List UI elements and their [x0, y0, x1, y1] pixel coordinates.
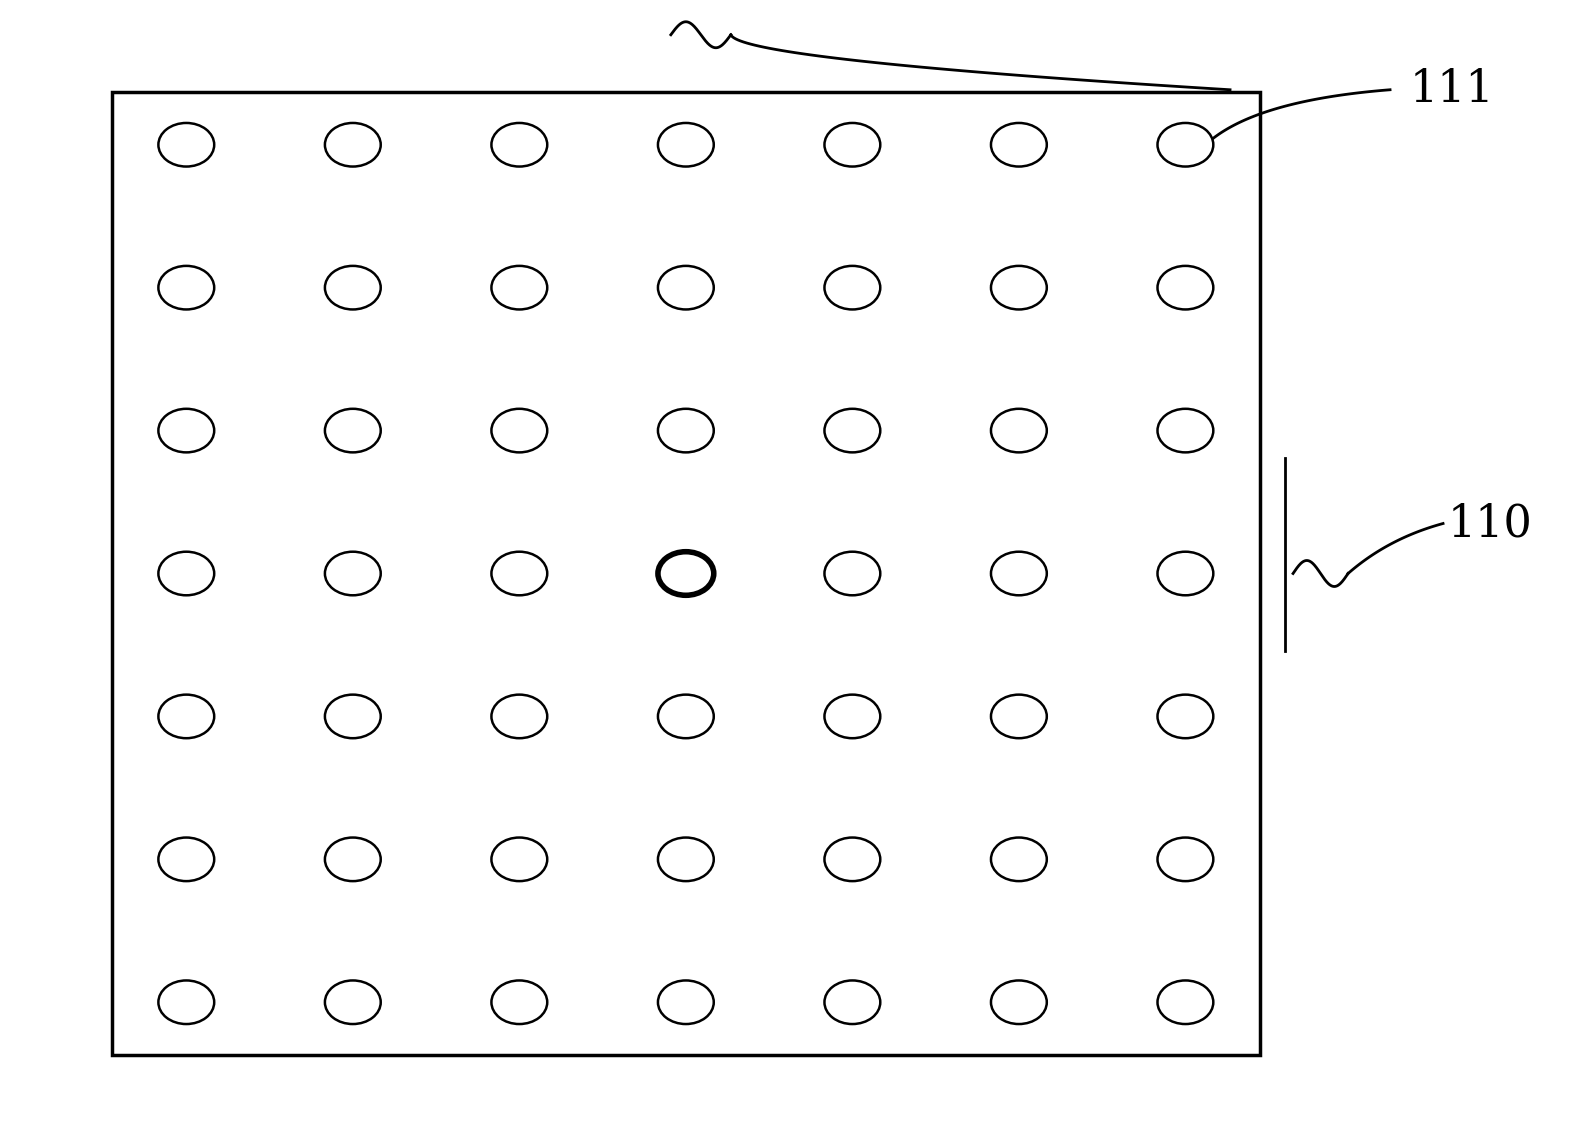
Text: 100: 100	[643, 0, 729, 7]
Text: 111: 111	[1410, 68, 1495, 111]
Bar	[112, 92, 1260, 1055]
Text: 110: 110	[1448, 502, 1533, 545]
